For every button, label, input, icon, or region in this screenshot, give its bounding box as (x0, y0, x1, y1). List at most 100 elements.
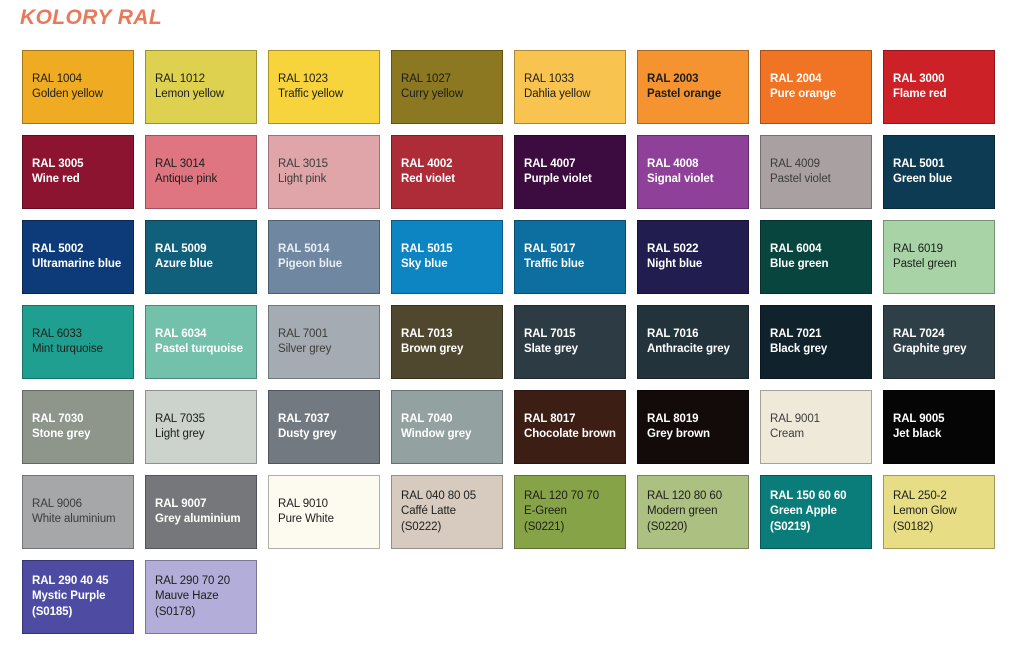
swatch-name: Pastel violet (770, 173, 831, 185)
color-swatch[interactable]: RAL 9001 Cream (760, 390, 872, 464)
swatch-name: E-Green (524, 505, 567, 518)
swatch-code: RAL 5015 (401, 242, 453, 255)
swatch-code: RAL 9005 (893, 412, 945, 425)
swatch-sub-code: (S0219) (770, 520, 811, 533)
color-swatch[interactable]: RAL 1012 Lemon yellow (145, 50, 257, 124)
swatch-name: Azure blue (155, 258, 213, 270)
swatch-code: RAL 4008 (647, 157, 699, 170)
swatch-code: RAL 7030 (32, 412, 84, 425)
color-swatch[interactable]: RAL 7037 Dusty grey (268, 390, 380, 464)
color-swatch[interactable]: RAL 120 70 70 E-Green (S0221) (514, 475, 626, 549)
color-swatch[interactable]: RAL 4009 Pastel violet (760, 135, 872, 209)
color-swatch[interactable]: RAL 5009 Azure blue (145, 220, 257, 294)
color-swatch[interactable]: RAL 5022 Night blue (637, 220, 749, 294)
color-swatch[interactable]: RAL 1023 Traffic yellow (268, 50, 380, 124)
color-swatch[interactable]: RAL 5002 Ultramarine blue (22, 220, 134, 294)
color-swatch[interactable]: RAL 4002 Red violet (391, 135, 503, 209)
swatch-name: Pure orange (770, 88, 837, 100)
swatch-name: Black grey (770, 343, 828, 355)
swatch-code: RAL 2003 (647, 72, 699, 85)
color-swatch[interactable]: RAL 5001 Green blue (883, 135, 995, 209)
color-swatch[interactable]: RAL 6019 Pastel green (883, 220, 995, 294)
swatch-code: RAL 7016 (647, 327, 699, 340)
color-swatch[interactable]: RAL 5014 Pigeon blue (268, 220, 380, 294)
color-swatch[interactable]: RAL 6004 Blue green (760, 220, 872, 294)
color-swatch[interactable]: RAL 8019 Grey brown (637, 390, 749, 464)
swatch-code: RAL 2004 (770, 72, 822, 85)
swatch-sub-code: (S0182) (893, 520, 934, 533)
swatch-code: RAL 5022 (647, 242, 699, 255)
color-swatch[interactable]: RAL 4008 Signal violet (637, 135, 749, 209)
swatch-name: Ultramarine blue (32, 258, 122, 270)
swatch-code: RAL 5014 (278, 242, 330, 255)
color-swatch[interactable]: RAL 9005 Jet black (883, 390, 995, 464)
swatch-sub-code: (S0222) (401, 520, 442, 533)
color-swatch[interactable]: RAL 9007 Grey aluminium (145, 475, 257, 549)
swatch-sub-code: (S0221) (524, 520, 565, 533)
color-swatch[interactable]: RAL 040 80 05 Caffé Latte (S0222) (391, 475, 503, 549)
swatch-name: Pigeon blue (278, 258, 343, 270)
swatch-code: RAL 1033 (524, 72, 574, 85)
color-swatch[interactable]: RAL 7024 Graphite grey (883, 305, 995, 379)
color-swatch[interactable]: RAL 5015 Sky blue (391, 220, 503, 294)
color-swatch[interactable]: RAL 9010 Pure White (268, 475, 380, 549)
color-swatch[interactable]: RAL 8017 Chocolate brown (514, 390, 626, 464)
swatch-name: White aluminium (32, 513, 116, 525)
color-swatch[interactable]: RAL 7016 Anthracite grey (637, 305, 749, 379)
color-swatch[interactable]: RAL 290 70 20 Mauve Haze (S0178) (145, 560, 257, 634)
color-swatch[interactable]: RAL 1027 Curry yellow (391, 50, 503, 124)
swatch-code: RAL 5001 (893, 157, 945, 170)
swatch-code: RAL 290 70 20 (155, 574, 230, 587)
swatch-name: Pastel green (893, 258, 957, 270)
color-swatch[interactable]: RAL 7021 Black grey (760, 305, 872, 379)
swatch-name: Grey aluminium (155, 513, 241, 525)
swatch-sub-code: (S0178) (155, 605, 196, 618)
color-swatch[interactable]: RAL 7040 Window grey (391, 390, 503, 464)
swatch-name: Graphite grey (893, 343, 967, 355)
color-swatch[interactable]: RAL 6034 Pastel turquoise (145, 305, 257, 379)
color-swatch[interactable]: RAL 7001 Silver grey (268, 305, 380, 379)
swatch-code: RAL 5017 (524, 242, 576, 255)
color-swatch[interactable]: RAL 7035 Light grey (145, 390, 257, 464)
color-swatch[interactable]: RAL 2004 Pure orange (760, 50, 872, 124)
swatch-code: RAL 9001 (770, 412, 820, 425)
color-swatch[interactable]: RAL 3015 Light pink (268, 135, 380, 209)
color-swatch[interactable]: RAL 290 40 45 Mystic Purple (S0185) (22, 560, 134, 634)
swatch-code: RAL 3000 (893, 72, 945, 85)
color-swatch[interactable]: RAL 120 80 60 Modern green (S0220) (637, 475, 749, 549)
color-swatch[interactable]: RAL 7030 Stone grey (22, 390, 134, 464)
swatch-code: RAL 7015 (524, 327, 576, 340)
color-swatch[interactable]: RAL 3000 Flame red (883, 50, 995, 124)
swatch-name: Mystic Purple (32, 590, 106, 603)
color-swatch[interactable]: RAL 150 60 60 Green Apple (S0219) (760, 475, 872, 549)
swatch-code: RAL 5009 (155, 242, 207, 255)
swatch-name: Dahlia yellow (524, 88, 591, 100)
color-swatch[interactable]: RAL 2003 Pastel orange (637, 50, 749, 124)
swatch-code: RAL 8017 (524, 412, 576, 425)
color-swatch[interactable]: RAL 3005 Wine red (22, 135, 134, 209)
swatch-code: RAL 6034 (155, 327, 207, 340)
color-swatch[interactable]: RAL 7013 Brown grey (391, 305, 503, 379)
color-swatch[interactable]: RAL 3014 Antique pink (145, 135, 257, 209)
color-swatch[interactable]: RAL 250-2 Lemon Glow (S0182) (883, 475, 995, 549)
color-swatch[interactable]: RAL 4007 Purple violet (514, 135, 626, 209)
color-swatch[interactable]: RAL 5017 Traffic blue (514, 220, 626, 294)
swatch-name: Lemon Glow (893, 505, 957, 518)
swatch-code: RAL 120 80 60 (647, 489, 722, 502)
swatch-name: Curry yellow (401, 88, 464, 100)
swatch-code: RAL 6004 (770, 242, 822, 255)
color-swatch[interactable]: RAL 7015 Slate grey (514, 305, 626, 379)
swatch-code: RAL 7024 (893, 327, 945, 340)
swatch-code: RAL 6019 (893, 242, 943, 255)
color-swatch[interactable]: RAL 1033 Dahlia yellow (514, 50, 626, 124)
swatch-name: Mint turquoise (32, 343, 103, 355)
color-swatch[interactable]: RAL 1004 Golden yellow (22, 50, 134, 124)
swatch-name: Chocolate brown (524, 428, 616, 440)
swatch-code: RAL 4007 (524, 157, 576, 170)
color-swatch[interactable]: RAL 9006 White aluminium (22, 475, 134, 549)
swatch-code: RAL 7001 (278, 327, 328, 340)
color-swatch[interactable]: RAL 6033 Mint turquoise (22, 305, 134, 379)
swatch-code: RAL 1004 (32, 72, 82, 85)
swatch-code: RAL 9010 (278, 497, 328, 510)
